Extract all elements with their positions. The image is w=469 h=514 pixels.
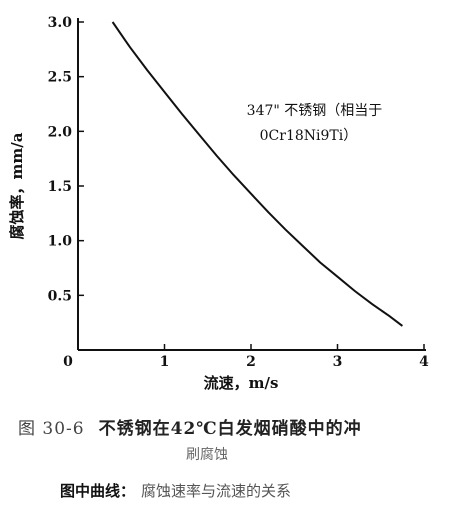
chart: 0 1 2 3 4 0.5 1.0 1.5 2.0 2.5 3.0 347" 不锈钢（相当于 0Cr… <box>8 15 429 392</box>
note-label: 图中曲线： <box>60 482 136 500</box>
y-tick-label-5: 2.5 <box>48 70 72 86</box>
series-annotation-line2: 0Cr18Ni9Ti） <box>260 128 358 144</box>
x-tick-label-4: 4 <box>419 354 429 370</box>
figure-number: 图 30-6 <box>18 419 85 439</box>
x-tick-label-3: 3 <box>333 354 343 370</box>
y-tick-label-1: 0.5 <box>48 288 72 304</box>
note-text: 腐蚀速率与流速的关系 <box>141 482 292 500</box>
x-tick-label-1: 1 <box>160 354 170 370</box>
x-tick-label-2: 2 <box>246 354 256 370</box>
series <box>111 21 404 327</box>
caption-title-line2: 刷腐蚀 <box>186 447 228 463</box>
y-axis-label: 腐蚀率，mm/a <box>8 132 26 239</box>
caption-title-line1: 不锈钢在42℃白发烟硝酸中的冲 <box>98 419 362 439</box>
series-annotation-line1: 347" 不锈钢（相当于 <box>247 103 383 119</box>
figure-caption: 图 30-6 不锈钢在42℃白发烟硝酸中的冲 <box>18 416 458 442</box>
y-tick-label-2: 1.0 <box>48 234 73 250</box>
ticks: 0 1 2 3 4 0.5 1.0 1.5 2.0 2.5 3.0 <box>48 15 429 370</box>
series-line-0 <box>111 21 404 327</box>
y-tick-label-6: 3.0 <box>48 15 73 31</box>
axes <box>77 18 426 351</box>
figure-note: 图中曲线： 腐蚀速率与流速的关系 <box>60 480 291 501</box>
y-tick-label-4: 2.0 <box>48 124 73 140</box>
y-tick-label-3: 1.5 <box>48 179 72 195</box>
x-axis-label: 流速，m/s <box>204 374 279 392</box>
x-tick-label-0: 0 <box>63 354 73 370</box>
